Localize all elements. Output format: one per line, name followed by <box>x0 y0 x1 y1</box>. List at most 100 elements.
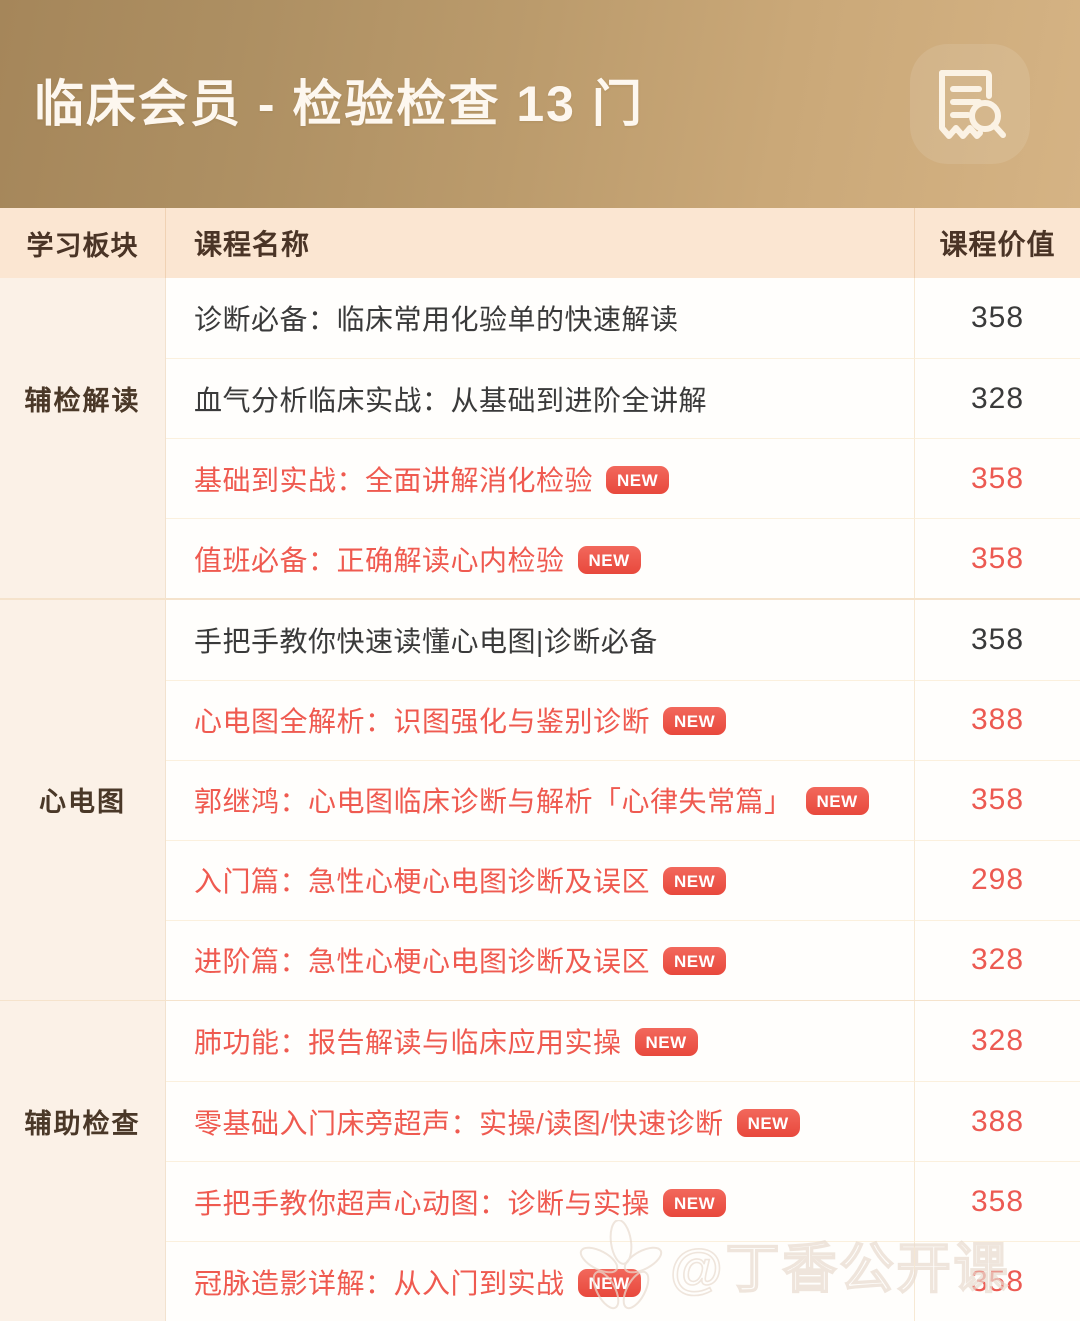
course-name: 基础到实战：全面讲解消化检验 NEW <box>194 459 670 499</box>
section-cell <box>0 438 166 518</box>
course-value-cell: 298 <box>915 839 1080 920</box>
course-value: 358 <box>970 1264 1025 1298</box>
course-name-cell[interactable]: 值班必备：正确解读心内检验 NEW <box>166 518 915 598</box>
course-name: 进阶篇：急性心梗心电图诊断及误区 NEW <box>194 940 727 980</box>
course-name-cell[interactable]: 心电图全解析：识图强化与鉴别诊断 NEW <box>166 679 915 760</box>
section-cell <box>0 599 166 680</box>
section-cell <box>0 278 166 358</box>
course-name: 肺功能：报告解读与临床应用实操 NEW <box>194 1021 698 1061</box>
page-title: 临床会员 - 检验检查 13 门 <box>34 76 644 132</box>
course-value-cell: 358 <box>915 518 1080 598</box>
course-name: 手把手教你快速读懂心电图|诊断必备 <box>194 625 658 657</box>
section-cell: 心电图 <box>0 759 166 840</box>
table-row[interactable]: 值班必备：正确解读心内检验 NEW 358 <box>0 518 1080 598</box>
course-name: 值班必备：正确解读心内检验 NEW <box>194 539 641 579</box>
table-row[interactable]: 进阶篇：急性心梗心电图诊断及误区 NEW 328 <box>0 919 1080 1000</box>
course-name: 零基础入门床旁超声：实操/读图/快速诊断 NEW <box>194 1102 800 1142</box>
course-value: 298 <box>970 863 1025 896</box>
course-name: 血气分析临床实战：从基础到进阶全讲解 <box>194 384 708 416</box>
section-cell <box>0 1241 166 1321</box>
course-name-cell[interactable]: 肺功能：报告解读与临床应用实操 NEW <box>166 1001 915 1081</box>
table-header-row: 学习板块 课程名称 课程价值 <box>0 208 1080 278</box>
table-row[interactable]: 心电图全解析：识图强化与鉴别诊断 NEW 388 <box>0 679 1080 760</box>
course-value: 388 <box>970 1104 1025 1138</box>
course-value: 358 <box>970 1184 1025 1218</box>
new-badge: NEW <box>577 1268 641 1297</box>
course-value: 328 <box>970 381 1025 415</box>
section-cell <box>0 1161 166 1241</box>
course-value-cell: 328 <box>915 358 1080 438</box>
section-divider <box>0 999 1080 1001</box>
column-header-section: 学习板块 <box>0 208 166 278</box>
new-badge: NEW <box>577 545 641 574</box>
course-value-cell: 388 <box>915 1081 1080 1161</box>
course-value: 388 <box>970 703 1025 736</box>
table-row[interactable]: 冠脉造影详解：从入门到实战 NEW 358 <box>0 1241 1080 1321</box>
course-value: 358 <box>970 783 1025 816</box>
course-value: 358 <box>970 461 1025 495</box>
course-name: 手把手教你超声心动图：诊断与实操 NEW <box>194 1182 727 1222</box>
table-row[interactable]: 入门篇：急性心梗心电图诊断及误区 NEW 298 <box>0 839 1080 920</box>
section-cell <box>0 518 166 598</box>
course-value: 328 <box>970 943 1025 976</box>
course-value-cell: 358 <box>915 1161 1080 1241</box>
new-badge: NEW <box>663 707 727 735</box>
section-label: 辅检解读 <box>24 385 141 416</box>
course-name-cell[interactable]: 诊断必备：临床常用化验单的快速解读 <box>166 278 915 358</box>
table-row[interactable]: 辅检解读 血气分析临床实战：从基础到进阶全讲解 328 <box>0 358 1080 438</box>
table-row[interactable]: 基础到实战：全面讲解消化检验 NEW 358 <box>0 438 1080 518</box>
page-header: 临床会员 - 检验检查 13 门 <box>0 0 1080 208</box>
section-divider <box>0 598 1080 600</box>
course-value-cell: 388 <box>915 679 1080 760</box>
section-cell: 辅助检查 <box>0 1081 166 1161</box>
column-header-value-label: 课程价值 <box>939 229 1056 260</box>
course-name-cell[interactable]: 郭继鸿：心电图临床诊断与解析「心律失常篇」 NEW <box>166 759 915 840</box>
course-name-cell[interactable]: 零基础入门床旁超声：实操/读图/快速诊断 NEW <box>166 1081 915 1161</box>
course-value-cell: 358 <box>915 599 1080 680</box>
section-label: 辅助检查 <box>24 1108 141 1139</box>
course-name: 冠脉造影详解：从入门到实战 NEW <box>194 1262 641 1302</box>
table-row[interactable]: 诊断必备：临床常用化验单的快速解读 358 <box>0 278 1080 358</box>
course-name: 郭继鸿：心电图临床诊断与解析「心律失常篇」 NEW <box>194 780 869 820</box>
new-badge: NEW <box>634 1028 698 1056</box>
new-badge: NEW <box>736 1108 800 1137</box>
course-name-cell[interactable]: 冠脉造影详解：从入门到实战 NEW <box>166 1241 915 1321</box>
section-cell <box>0 919 166 1000</box>
course-value: 358 <box>970 541 1025 575</box>
table-row[interactable]: 手把手教你快速读懂心电图|诊断必备 358 <box>0 599 1080 680</box>
course-table: 学习板块 课程名称 课程价值 诊断必备：临床常用化验单的快速解读 358 辅检解读 血… <box>0 208 1080 1321</box>
course-name-cell[interactable]: 基础到实战：全面讲解消化检验 NEW <box>166 438 915 518</box>
course-value-cell: 358 <box>915 759 1080 840</box>
course-name-cell[interactable]: 手把手教你快速读懂心电图|诊断必备 <box>166 599 915 680</box>
course-name-cell[interactable]: 进阶篇：急性心梗心电图诊断及误区 NEW <box>166 919 915 1000</box>
table-row[interactable]: 心电图 郭继鸿：心电图临床诊断与解析「心律失常篇」 NEW 358 <box>0 759 1080 840</box>
course-value-cell: 358 <box>915 1241 1080 1321</box>
section-cell <box>0 679 166 760</box>
course-name-cell[interactable]: 血气分析临床实战：从基础到进阶全讲解 <box>166 358 915 438</box>
table-row[interactable]: 辅助检查 零基础入门床旁超声：实操/读图/快速诊断 NEW 388 <box>0 1081 1080 1161</box>
course-value-cell: 328 <box>915 919 1080 1000</box>
course-value: 358 <box>970 622 1025 656</box>
course-value-cell: 358 <box>915 278 1080 358</box>
course-value: 328 <box>970 1024 1025 1057</box>
course-value-cell: 328 <box>915 1001 1080 1081</box>
new-badge: NEW <box>805 787 869 815</box>
course-name: 入门篇：急性心梗心电图诊断及误区 NEW <box>194 860 727 900</box>
new-badge: NEW <box>663 867 727 895</box>
table-row[interactable]: 肺功能：报告解读与临床应用实操 NEW 328 <box>0 1001 1080 1081</box>
new-badge: NEW <box>663 1188 727 1217</box>
column-header-section-label: 学习板块 <box>26 230 139 261</box>
section-cell <box>0 1001 166 1081</box>
table-row[interactable]: 手把手教你超声心动图：诊断与实操 NEW 358 <box>0 1161 1080 1241</box>
course-name: 诊断必备：临床常用化验单的快速解读 <box>194 304 679 335</box>
section-cell <box>0 839 166 920</box>
course-name-cell[interactable]: 入门篇：急性心梗心电图诊断及误区 NEW <box>166 839 915 920</box>
new-badge: NEW <box>606 465 670 494</box>
table-body: 诊断必备：临床常用化验单的快速解读 358 辅检解读 血气分析临床实战：从基础到进阶全… <box>0 278 1080 1321</box>
section-cell: 辅检解读 <box>0 358 166 438</box>
document-search-icon <box>910 44 1030 164</box>
section-label: 心电图 <box>39 787 126 817</box>
course-name-cell[interactable]: 手把手教你超声心动图：诊断与实操 NEW <box>166 1161 915 1241</box>
column-header-course: 课程名称 <box>166 208 915 278</box>
